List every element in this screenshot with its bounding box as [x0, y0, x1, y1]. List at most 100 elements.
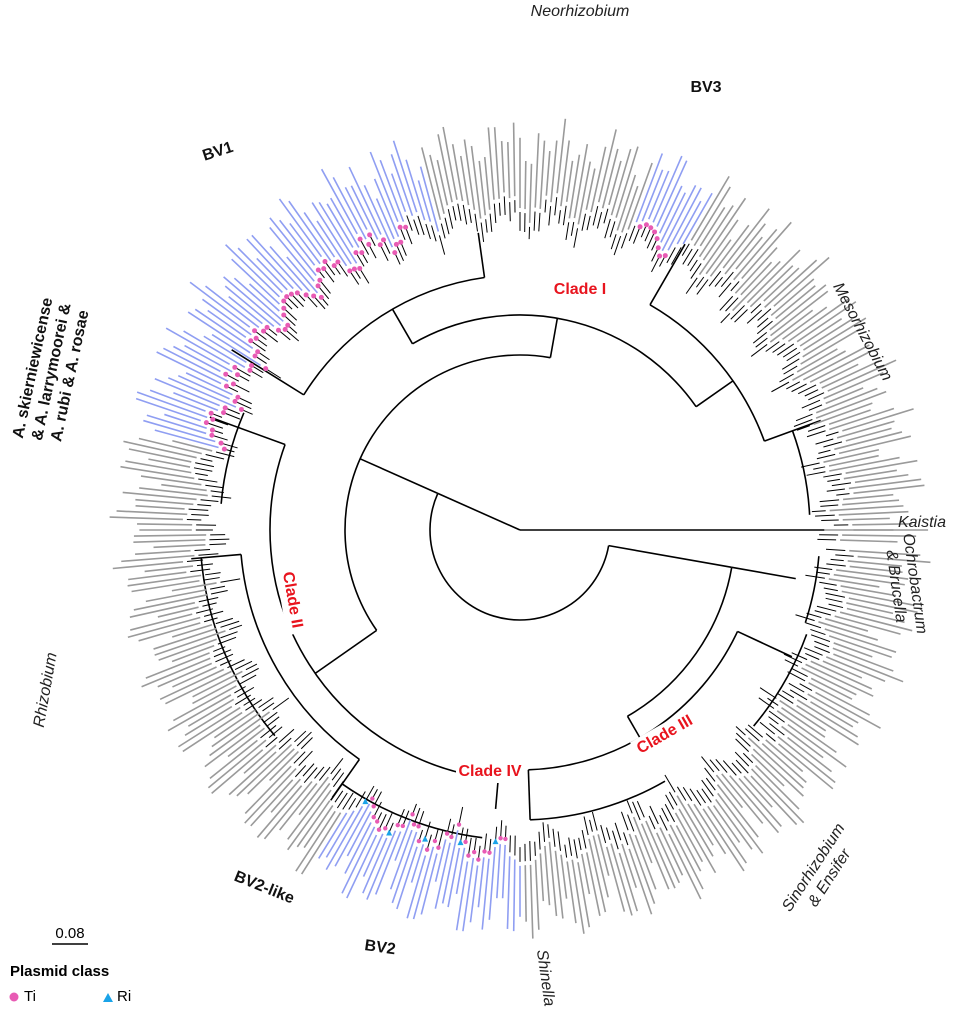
leaf-label	[131, 579, 200, 593]
branch	[302, 763, 315, 777]
branch	[437, 492, 521, 531]
leaf-label	[828, 635, 892, 659]
leaf-label	[849, 565, 903, 574]
leaf-label	[782, 306, 828, 340]
branch	[664, 774, 676, 793]
leaf-label	[144, 565, 194, 573]
leaf-label	[698, 219, 739, 275]
branch	[234, 694, 251, 705]
ti-marker	[255, 349, 261, 355]
leaf-label	[698, 205, 734, 258]
branch	[786, 351, 801, 362]
leaf-label	[369, 151, 399, 222]
leaf-label	[145, 652, 210, 679]
branch	[245, 663, 258, 671]
branch	[417, 215, 425, 236]
leaf-label	[470, 145, 482, 219]
ti-marker	[410, 812, 415, 817]
branch	[731, 566, 796, 580]
leaf-label	[434, 839, 447, 882]
ti-marker	[393, 241, 399, 247]
clade-label-bg	[630, 708, 700, 762]
branch	[779, 373, 794, 383]
leaf-label	[796, 348, 838, 373]
leaf-label	[135, 549, 191, 556]
leaf-label	[845, 427, 892, 442]
leaf-label	[847, 560, 902, 567]
branch	[498, 202, 501, 216]
branch	[626, 715, 641, 739]
leaf-label	[828, 454, 879, 467]
leaf-label	[740, 261, 773, 296]
branch	[203, 610, 224, 617]
leaf-label	[441, 830, 459, 904]
ti-marker	[655, 245, 661, 251]
leaf-label	[362, 833, 384, 877]
branch	[348, 797, 357, 810]
branch	[745, 728, 760, 742]
leaf-label	[823, 448, 880, 463]
branch	[332, 772, 345, 788]
ri-marker	[457, 839, 464, 846]
leaf-label	[769, 309, 814, 343]
leaf-label	[805, 663, 874, 697]
leaf-label	[802, 317, 867, 358]
leaf-label	[451, 144, 464, 202]
branch	[581, 829, 587, 849]
ti-marker	[318, 294, 324, 300]
ti-marker	[498, 835, 503, 841]
leaf-label	[747, 737, 804, 789]
leaf-label	[828, 409, 871, 425]
ti-marker	[238, 406, 244, 412]
ti-marker	[371, 814, 376, 820]
branch	[765, 733, 776, 742]
leaf-label	[715, 798, 753, 850]
leaf-label	[779, 699, 827, 732]
leaf-label	[346, 811, 372, 857]
ri-marker	[422, 835, 429, 842]
branch	[810, 634, 831, 643]
leaf-label	[405, 159, 426, 221]
leaf-label	[842, 499, 900, 506]
leaf-label	[571, 859, 585, 934]
branch	[746, 309, 763, 324]
branch	[298, 750, 313, 766]
leaf-label	[608, 160, 622, 206]
branch	[682, 248, 693, 265]
leaf-label	[161, 483, 207, 492]
leaf-label	[792, 350, 846, 381]
branch-arc	[528, 631, 739, 771]
leaf-label	[787, 298, 849, 343]
branch	[236, 686, 255, 698]
branch	[734, 309, 748, 323]
leaf-label	[661, 184, 697, 252]
leaf-label	[842, 408, 914, 432]
leaf-label	[734, 247, 778, 294]
leaf-label	[248, 283, 280, 312]
branch	[757, 317, 769, 328]
leaf-label	[777, 735, 836, 784]
leaf-label	[194, 308, 254, 350]
branch	[573, 228, 579, 248]
branch	[627, 814, 635, 832]
leaf-label	[172, 685, 237, 722]
ti-marker	[347, 268, 353, 274]
ti-marker	[284, 294, 290, 300]
leaf-label	[287, 789, 332, 851]
leaf-label	[154, 630, 226, 656]
branch	[205, 572, 221, 576]
branch	[816, 453, 836, 460]
taxon-label-line: Shinella	[533, 949, 558, 1008]
clade-label: Clade III	[630, 708, 700, 762]
ti-marker	[203, 420, 209, 426]
branch	[268, 726, 283, 738]
branch	[742, 752, 754, 764]
biovar-label-line: BV2-like	[232, 868, 297, 907]
leaf-label	[177, 374, 230, 400]
ti-marker	[353, 250, 359, 256]
branch	[791, 652, 808, 661]
branch	[825, 592, 846, 598]
leaf-label	[632, 816, 653, 864]
leaf-label	[228, 296, 263, 325]
leaf-label	[775, 285, 816, 320]
